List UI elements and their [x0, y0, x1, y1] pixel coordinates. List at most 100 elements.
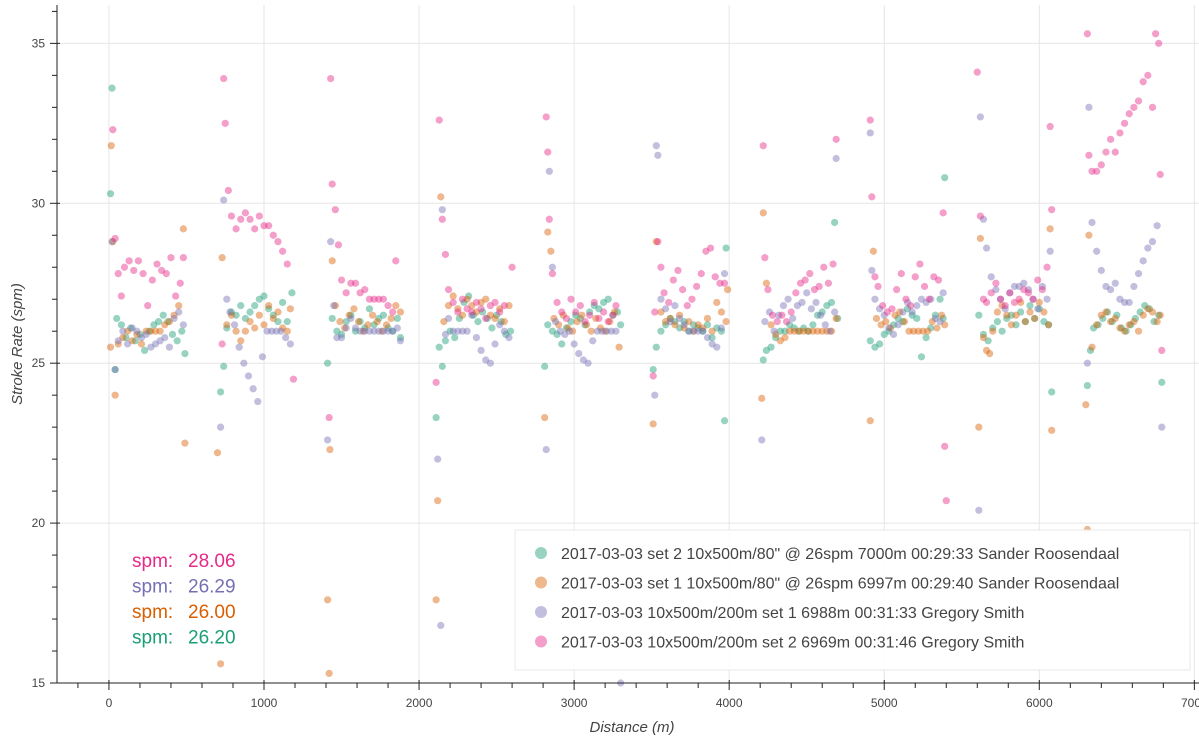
data-point — [680, 324, 688, 332]
data-point — [323, 436, 332, 444]
data-point — [992, 286, 1000, 294]
data-point — [1111, 148, 1119, 156]
data-point — [572, 308, 580, 316]
data-point — [773, 318, 781, 326]
data-point — [604, 295, 612, 303]
data-point — [279, 298, 287, 307]
data-point — [254, 397, 262, 406]
data-point — [910, 327, 918, 335]
data-point — [565, 327, 574, 335]
data-point — [561, 330, 569, 339]
data-point — [1035, 305, 1043, 313]
data-point — [364, 321, 372, 329]
data-point — [939, 209, 947, 217]
data-point — [1015, 282, 1023, 291]
data-point — [665, 298, 673, 307]
data-point — [722, 318, 730, 326]
data-point — [178, 327, 186, 335]
data-point — [1158, 346, 1166, 354]
data-point — [579, 356, 588, 364]
data-point — [776, 327, 784, 335]
data-point — [1113, 311, 1121, 319]
data-point — [987, 273, 995, 281]
data-point — [1003, 314, 1011, 323]
data-point — [109, 238, 117, 246]
data-point — [1043, 263, 1051, 271]
data-point — [889, 330, 898, 339]
data-point — [458, 311, 467, 319]
data-point — [795, 327, 803, 335]
legend[interactable]: 2017-03-03 set 2 10x500m/80" @ 26spm 700… — [514, 529, 1191, 671]
data-point — [866, 129, 874, 137]
data-point — [917, 353, 926, 361]
data-point — [1012, 321, 1020, 329]
data-point — [772, 334, 780, 342]
data-point — [689, 327, 698, 335]
data-point — [801, 276, 809, 284]
data-point — [1048, 388, 1056, 396]
data-point — [175, 308, 183, 316]
data-point — [1017, 308, 1025, 316]
data-point — [1102, 148, 1110, 156]
data-point — [463, 305, 471, 313]
data-point — [975, 423, 983, 431]
data-point — [694, 324, 702, 332]
data-point — [227, 212, 236, 220]
data-point — [220, 196, 228, 204]
data-point — [666, 318, 674, 326]
axes: 0 1000 2000 3000 4000 5000 6000 7000 15 20 25 30 35 — [32, 5, 1199, 710]
data-point — [998, 327, 1006, 335]
data-point — [679, 286, 687, 294]
data-point — [941, 321, 949, 329]
data-point — [934, 276, 943, 284]
data-point — [218, 254, 226, 262]
data-point — [1001, 305, 1009, 313]
data-point — [220, 362, 228, 370]
data-point — [147, 343, 155, 351]
data-point — [477, 298, 485, 307]
data-point — [1031, 314, 1039, 323]
data-point — [1026, 302, 1034, 310]
data-point — [108, 84, 116, 92]
data-point — [548, 270, 557, 278]
data-point — [612, 327, 620, 335]
data-point — [506, 327, 515, 335]
data-point — [609, 311, 617, 319]
data-point — [389, 327, 397, 335]
data-point — [882, 318, 890, 326]
data-point — [437, 193, 445, 201]
data-point — [175, 302, 183, 310]
data-point — [213, 449, 222, 457]
data-point — [928, 318, 936, 326]
data-point — [449, 298, 457, 307]
data-point — [269, 314, 277, 323]
data-point — [720, 279, 729, 287]
data-point — [165, 343, 174, 351]
data-point — [454, 308, 462, 316]
data-point — [159, 311, 167, 319]
data-point — [454, 305, 462, 313]
data-point — [387, 314, 395, 323]
data-point — [920, 282, 929, 291]
data-point — [703, 334, 712, 342]
data-point — [288, 289, 296, 297]
data-point — [996, 295, 1005, 303]
data-point — [813, 327, 822, 335]
data-point — [334, 241, 343, 249]
data-point — [114, 337, 122, 345]
data-point — [237, 302, 245, 310]
stat-label: spm: — [132, 577, 173, 598]
data-point — [1085, 103, 1093, 111]
data-point — [1120, 327, 1129, 335]
data-point — [246, 318, 254, 326]
data-point — [1134, 270, 1143, 278]
data-point — [573, 318, 581, 326]
stat-label: spm: — [132, 551, 173, 572]
data-point — [393, 324, 401, 332]
data-point — [1145, 305, 1153, 313]
series-1 — [106, 84, 1166, 425]
data-point — [1127, 321, 1135, 329]
data-point — [1111, 314, 1119, 323]
data-point — [179, 225, 187, 233]
data-point — [869, 247, 877, 255]
